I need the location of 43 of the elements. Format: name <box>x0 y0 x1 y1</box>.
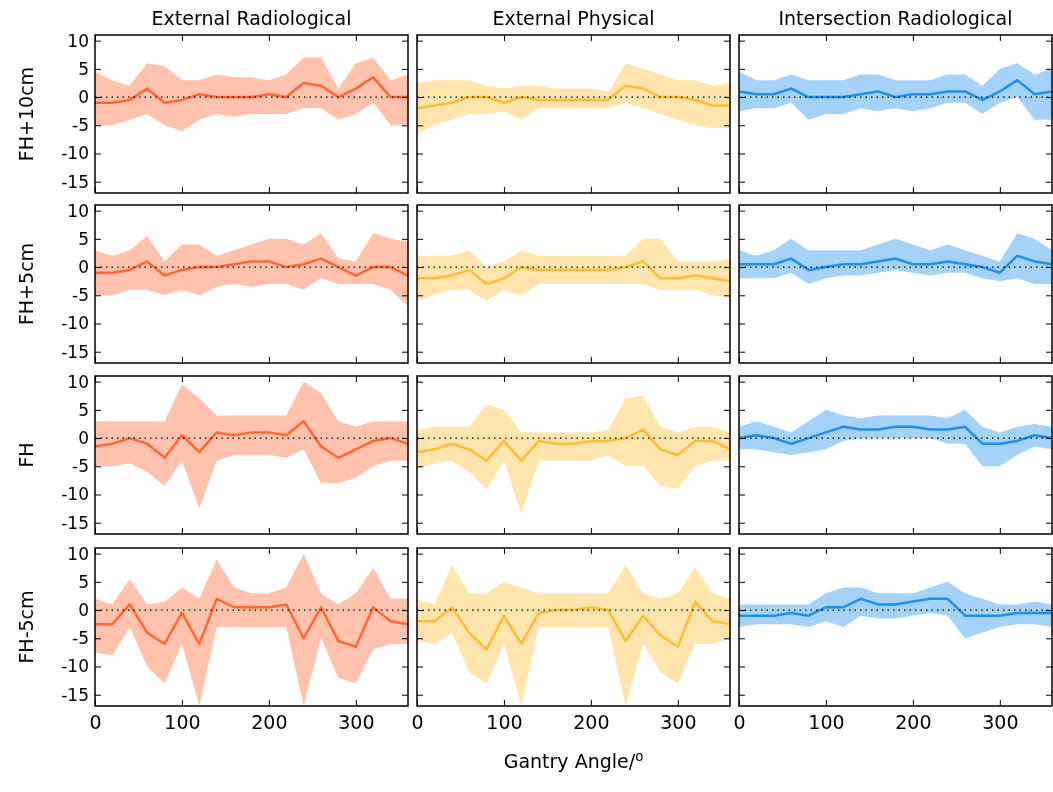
x-tick-label: 300 <box>982 711 1019 734</box>
chart-title: Intersection Radiological <box>778 7 1013 29</box>
y-axis-title: FH-5cm <box>15 590 37 664</box>
y-tick-label: -10 <box>61 656 89 677</box>
y-tick-label: 10 <box>67 371 89 392</box>
x-tick-label: 100 <box>486 711 523 734</box>
y-tick-label: 5 <box>78 58 89 79</box>
y-tick-label: 0 <box>78 87 89 108</box>
y-tick-label: -10 <box>61 313 89 334</box>
y-tick-label: -15 <box>61 684 89 705</box>
y-tick-label: -5 <box>72 628 89 649</box>
x-tick-label: 200 <box>573 711 610 734</box>
y-tick-label: 5 <box>78 228 89 249</box>
y-tick-label: -5 <box>72 285 89 306</box>
chart-title: External Physical <box>492 7 655 29</box>
y-tick-label: -15 <box>61 171 89 192</box>
y-tick-label: -10 <box>61 484 89 505</box>
x-axis-title: Gantry Angle/$^{o}$ <box>503 748 644 772</box>
y-tick-label: -5 <box>72 115 89 136</box>
y-axis-title: FH <box>15 442 37 468</box>
x-tick-label: 200 <box>895 711 932 734</box>
x-tick-label: 300 <box>338 711 375 734</box>
y-tick-label: 10 <box>67 200 89 221</box>
x-tick-label: 0 <box>411 711 424 734</box>
y-tick-label: -15 <box>61 512 89 533</box>
y-tick-label: 5 <box>78 399 89 420</box>
y-axis-title: FH+10cm <box>15 66 37 162</box>
chart-title: External Radiological <box>151 7 352 29</box>
y-tick-label: -15 <box>61 341 89 362</box>
y-tick-label: 0 <box>78 428 89 449</box>
x-tick-label: 0 <box>733 711 746 734</box>
y-tick-label: 10 <box>67 30 89 51</box>
x-tick-label: 100 <box>164 711 201 734</box>
x-tick-label: 100 <box>808 711 845 734</box>
y-tick-label: -5 <box>72 456 89 477</box>
y-tick-label: 0 <box>78 257 89 278</box>
x-tick-label: 300 <box>660 711 697 734</box>
y-tick-label: -10 <box>61 143 89 164</box>
y-axis-title: FH+5cm <box>15 242 37 326</box>
x-tick-label: 200 <box>251 711 288 734</box>
y-tick-label: 0 <box>78 600 89 621</box>
y-tick-label: 10 <box>67 543 89 564</box>
y-tick-label: 5 <box>78 571 89 592</box>
